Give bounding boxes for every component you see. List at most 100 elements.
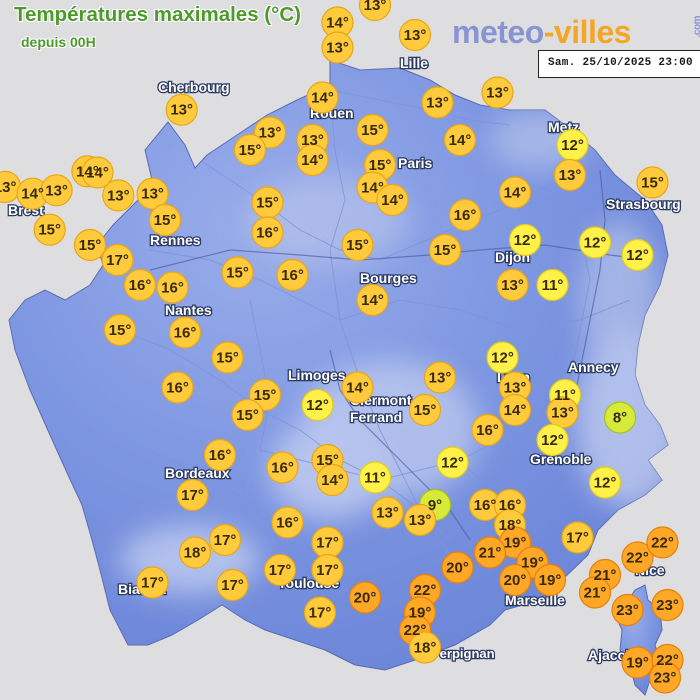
svg-text:17°: 17° [316, 562, 339, 579]
svg-text:16°: 16° [256, 225, 279, 242]
svg-text:19°: 19° [626, 655, 649, 672]
svg-text:22°: 22° [651, 535, 674, 552]
svg-text:15°: 15° [369, 157, 392, 174]
svg-text:12°: 12° [584, 235, 607, 252]
svg-text:13°: 13° [326, 40, 349, 57]
svg-text:19°: 19° [539, 572, 562, 589]
svg-text:16°: 16° [161, 280, 184, 297]
svg-text:13°: 13° [259, 125, 282, 142]
svg-text:15°: 15° [414, 402, 437, 419]
svg-text:12°: 12° [561, 137, 584, 154]
svg-text:17°: 17° [221, 577, 244, 594]
svg-text:17°: 17° [269, 562, 292, 579]
svg-text:15°: 15° [641, 175, 664, 192]
svg-text:13°: 13° [559, 167, 582, 184]
svg-text:14°: 14° [361, 292, 384, 309]
svg-text:15°: 15° [216, 350, 239, 367]
svg-text:14°: 14° [311, 90, 334, 107]
svg-text:17°: 17° [316, 535, 339, 552]
svg-text:15°: 15° [154, 212, 177, 229]
svg-text:16°: 16° [454, 207, 477, 224]
svg-text:13°: 13° [551, 405, 574, 422]
svg-text:16°: 16° [129, 277, 152, 294]
svg-text:12°: 12° [541, 432, 564, 449]
svg-text:16°: 16° [474, 497, 497, 514]
svg-text:13°: 13° [364, 0, 387, 14]
svg-text:18°: 18° [499, 517, 522, 534]
svg-text:16°: 16° [281, 267, 304, 284]
svg-text:13°: 13° [501, 277, 524, 294]
svg-text:15°: 15° [236, 407, 259, 424]
svg-text:14°: 14° [321, 472, 344, 489]
svg-text:11°: 11° [364, 470, 386, 487]
svg-text:15°: 15° [109, 322, 132, 339]
svg-text:15°: 15° [79, 237, 102, 254]
svg-text:13°: 13° [170, 102, 193, 119]
svg-text:21°: 21° [584, 585, 607, 602]
svg-text:16°: 16° [276, 515, 299, 532]
svg-text:16°: 16° [166, 380, 189, 397]
svg-text:12°: 12° [514, 232, 537, 249]
svg-text:19°: 19° [504, 535, 527, 552]
svg-text:14°: 14° [21, 186, 44, 203]
svg-text:14°: 14° [301, 152, 324, 169]
svg-text:17°: 17° [106, 252, 129, 269]
svg-text:16°: 16° [174, 325, 197, 342]
svg-text:19°: 19° [521, 555, 544, 572]
svg-text:13°: 13° [107, 187, 130, 204]
svg-text:16°: 16° [209, 447, 232, 464]
svg-text:22°: 22° [414, 582, 437, 599]
svg-text:12°: 12° [491, 350, 514, 367]
svg-text:14°: 14° [504, 402, 527, 419]
svg-text:13°: 13° [0, 179, 16, 196]
svg-text:13°: 13° [426, 95, 449, 112]
svg-text:14°: 14° [449, 132, 472, 149]
svg-text:17°: 17° [566, 530, 589, 547]
svg-text:15°: 15° [434, 242, 457, 259]
svg-text:8°: 8° [613, 410, 627, 427]
svg-text:17°: 17° [309, 605, 332, 622]
svg-text:13°: 13° [409, 512, 432, 529]
svg-text:14°: 14° [504, 185, 527, 202]
svg-text:21°: 21° [479, 545, 502, 562]
svg-text:20°: 20° [446, 560, 469, 577]
svg-text:15°: 15° [226, 265, 249, 282]
svg-text:15°: 15° [346, 237, 369, 254]
svg-text:13°: 13° [504, 380, 527, 397]
svg-text:18°: 18° [184, 545, 207, 562]
svg-text:13°: 13° [45, 182, 68, 199]
svg-text:13°: 13° [301, 132, 324, 149]
svg-text:15°: 15° [254, 387, 277, 404]
svg-text:12°: 12° [594, 475, 617, 492]
svg-text:15°: 15° [239, 142, 262, 159]
svg-text:14°: 14° [86, 165, 109, 182]
svg-text:15°: 15° [316, 452, 339, 469]
svg-text:23°: 23° [654, 670, 677, 687]
svg-text:12°: 12° [306, 397, 329, 414]
svg-text:14°: 14° [381, 192, 404, 209]
svg-text:13°: 13° [429, 370, 452, 387]
svg-text:23°: 23° [616, 602, 639, 619]
svg-text:23°: 23° [656, 597, 679, 614]
svg-text:11°: 11° [542, 277, 564, 294]
svg-text:20°: 20° [354, 590, 377, 607]
svg-text:17°: 17° [181, 487, 204, 504]
svg-text:22°: 22° [656, 652, 679, 669]
svg-text:15°: 15° [38, 222, 61, 239]
svg-text:22°: 22° [404, 622, 427, 639]
svg-text:15°: 15° [256, 195, 279, 212]
svg-text:15°: 15° [361, 122, 384, 139]
svg-text:16°: 16° [476, 422, 499, 439]
svg-text:16°: 16° [271, 460, 294, 477]
svg-text:17°: 17° [141, 575, 164, 592]
svg-text:16°: 16° [499, 497, 522, 514]
svg-text:12°: 12° [441, 455, 464, 472]
svg-text:14°: 14° [346, 380, 369, 397]
svg-text:21°: 21° [594, 567, 617, 584]
svg-text:14°: 14° [326, 15, 349, 32]
svg-text:12°: 12° [626, 247, 649, 264]
svg-text:22°: 22° [626, 550, 649, 567]
svg-text:13°: 13° [486, 85, 509, 102]
svg-text:13°: 13° [376, 505, 399, 522]
svg-text:13°: 13° [141, 186, 164, 203]
